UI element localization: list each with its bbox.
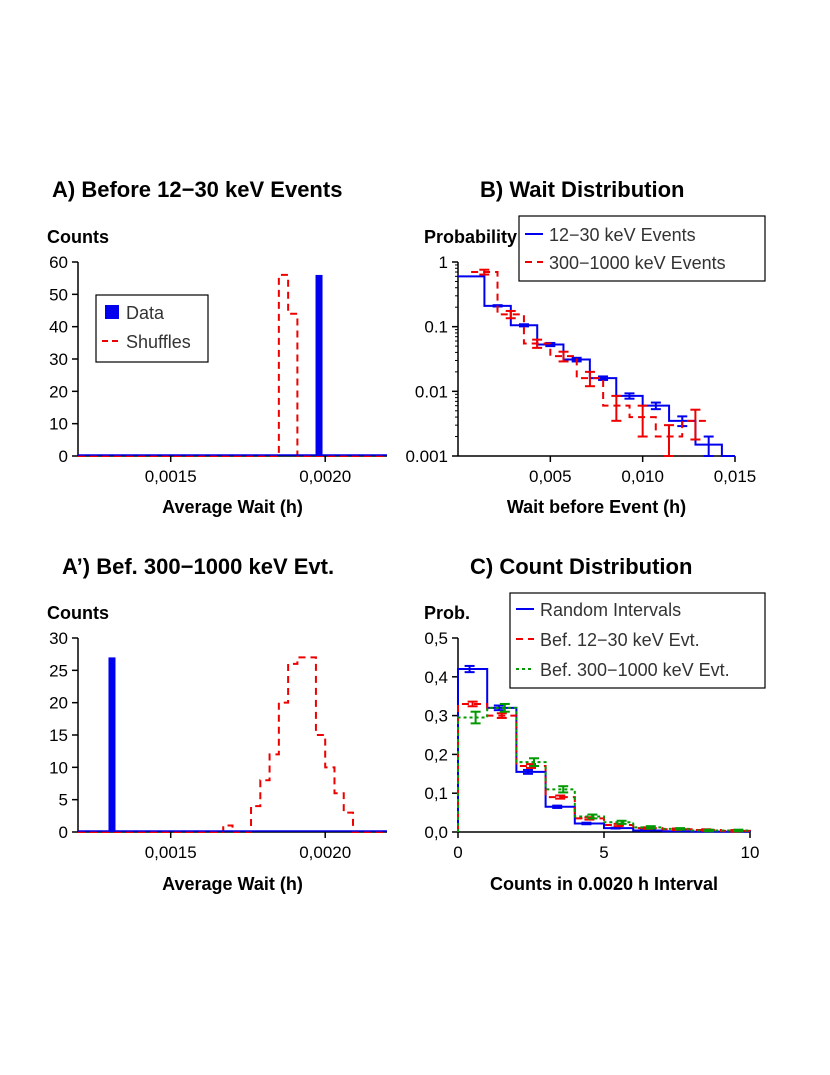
- x-tick-label: 0,0020: [299, 843, 351, 862]
- panel-B: B) Wait Distribution Probability Wait befo…: [405, 177, 766, 517]
- legend-box: [509, 592, 766, 689]
- y-tick-label: 0: [59, 447, 68, 466]
- x-tick-label: 10: [741, 843, 760, 862]
- y-axis-label: Counts: [47, 603, 109, 623]
- y-tick-label: 0,3: [424, 707, 448, 726]
- x-tick-label: 0,0015: [145, 467, 197, 486]
- legend-label: 12−30 keV Events: [549, 225, 696, 245]
- x-tick-label: 5: [599, 843, 608, 862]
- y-tick-label: 30: [49, 629, 68, 648]
- y-tick-label: 0,2: [424, 745, 448, 764]
- x-tick-label: 0: [453, 843, 462, 862]
- y-tick-label: 0: [59, 823, 68, 842]
- y-tick-label: 25: [49, 661, 68, 680]
- legend-label: 300−1000 keV Events: [549, 253, 726, 273]
- y-tick-label: 10: [49, 415, 68, 434]
- series-line-2: [457, 706, 751, 832]
- y-tick-label: 0,0: [424, 823, 448, 842]
- y-tick-label: 10: [49, 758, 68, 777]
- x-axis-label: Average Wait (h): [162, 874, 303, 894]
- x-tick-label: 0,0020: [299, 467, 351, 486]
- x-tick-label: 0,015: [714, 467, 757, 486]
- y-tick-label: 0.01: [415, 382, 448, 401]
- series-line-1: [457, 702, 751, 832]
- y-tick-label: 50: [49, 285, 68, 304]
- y-axis-label: Counts: [47, 227, 109, 247]
- y-tick-label: 0,4: [424, 668, 448, 687]
- legend-label: Bef. 300−1000 keV Evt.: [540, 660, 730, 680]
- legend-label: Shuffles: [126, 332, 191, 352]
- chart-title: C) Count Distribution: [470, 554, 692, 579]
- y-tick-label: 5: [59, 791, 68, 810]
- x-axis-label: Wait before Event (h): [507, 497, 686, 517]
- x-tick-label: 0,005: [529, 467, 572, 486]
- legend-box: [518, 215, 766, 282]
- panel-A2: A’) Bef. 300−1000 keV Evt. Counts Average …: [47, 554, 387, 894]
- y-tick-label: 0,1: [424, 784, 448, 803]
- y-tick-label: 20: [49, 382, 68, 401]
- y-axis-label: Prob.: [424, 603, 470, 623]
- panel-A: A) Before 12−30 keV Events Counts Average …: [47, 177, 387, 517]
- y-tick-label: 30: [49, 350, 68, 369]
- y-axis-label: Probability: [424, 227, 517, 247]
- data-bar: [315, 274, 323, 456]
- y-tick-label: 60: [49, 253, 68, 272]
- y-tick-label: 1: [439, 253, 448, 272]
- legend-label: Data: [126, 303, 165, 323]
- panel-C: C) Count Distribution Prob. Counts in 0.00…: [424, 554, 766, 894]
- y-tick-label: 20: [49, 694, 68, 713]
- x-tick-label: 0,0015: [145, 843, 197, 862]
- x-axis-label: Counts in 0.0020 h Interval: [490, 874, 718, 894]
- series-line-0: [458, 275, 735, 457]
- legend-label: Bef. 12−30 keV Evt.: [540, 630, 700, 650]
- y-tick-label: 40: [49, 318, 68, 337]
- y-tick-label: 0.001: [405, 447, 448, 466]
- y-tick-label: 0.1: [424, 318, 448, 337]
- chart-title: A) Before 12−30 keV Events: [52, 177, 342, 202]
- x-axis-label: Average Wait (h): [162, 497, 303, 517]
- chart-title: A’) Bef. 300−1000 keV Evt.: [62, 554, 334, 579]
- chart-title: B) Wait Distribution: [480, 177, 685, 202]
- shuffles-histogram: [78, 656, 387, 833]
- series-line-1: [471, 271, 709, 438]
- series-line-0: [457, 668, 751, 833]
- y-tick-label: 0,5: [424, 629, 448, 648]
- y-tick-label: 15: [49, 726, 68, 745]
- data-bar: [108, 657, 116, 832]
- legend-label: Random Intervals: [540, 600, 681, 620]
- legend-swatch-data: [105, 305, 119, 319]
- x-tick-label: 0,010: [621, 467, 664, 486]
